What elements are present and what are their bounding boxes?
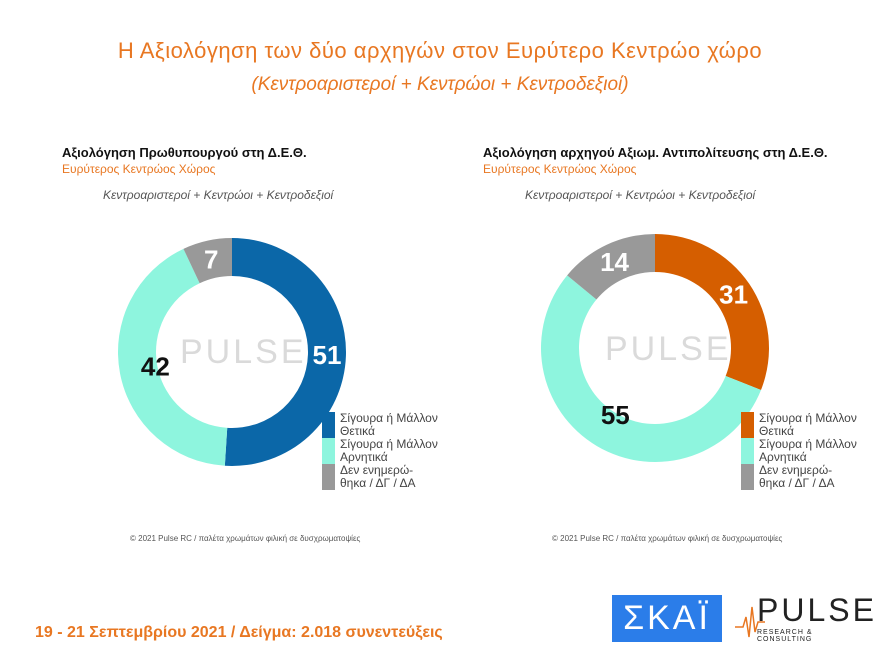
legend-item: Δεν ενημερώ-θηκα / ΔΓ / ΔΑ (741, 464, 857, 490)
chart-subtitle: Ευρύτερος Κεντρώος Χώρος (483, 162, 637, 176)
chart-note: Κεντροαριστεροί + Κεντρώοι + Κεντροδεξιο… (525, 188, 756, 202)
pulse-logo-subtext: RESEARCH & CONSULTING (757, 629, 813, 643)
data-label: 14 (600, 247, 629, 277)
legend-label: Σίγουρα ή Μάλλον (759, 411, 857, 425)
legend-label: θηκα / ΔΓ / ΔΑ (340, 476, 416, 490)
chart-legend: Σίγουρα ή Μάλλον Θετικά Σίγουρα ή Μάλλον Αρ… (741, 412, 857, 490)
legend-label: θηκα / ΔΓ / ΔΑ (759, 476, 835, 490)
legend-label: Θετικά (340, 424, 375, 438)
pulse-logo: PULSE RESEARCH & CONSULTING (735, 592, 874, 643)
data-label: 51 (312, 340, 341, 370)
data-label: 55 (601, 400, 630, 430)
data-label: 31 (719, 280, 748, 310)
footer-date-sample: 19 - 21 Σεπτεμβρίου 2021 / Δείγμα: 2.018… (35, 624, 443, 641)
data-label: 42 (141, 352, 170, 382)
legend-label: Δεν ενημερώ- (759, 463, 833, 477)
donut-slice (117, 248, 228, 466)
legend-swatch (741, 438, 754, 464)
donut-slice (567, 234, 655, 300)
legend-swatch (322, 464, 335, 490)
legend-item: Σίγουρα ή Μάλλον Αρνητικά (322, 438, 438, 464)
legend-swatch (741, 464, 754, 490)
watermark-left: PULSE (180, 333, 307, 371)
donut-slice (655, 234, 769, 390)
legend-item: Σίγουρα ή Μάλλον Θετικά (322, 412, 438, 438)
pulse-logo-text: PULSE (757, 592, 877, 628)
legend-item: Σίγουρα ή Μάλλον Θετικά (741, 412, 857, 438)
legend-swatch (322, 438, 335, 464)
legend-label: Σίγουρα ή Μάλλον (759, 437, 857, 451)
legend-item: Δεν ενημερώ-θηκα / ΔΓ / ΔΑ (322, 464, 438, 490)
data-label: 7 (204, 244, 218, 274)
legend-label: Δεν ενημερώ- (340, 463, 414, 477)
donut-slice (183, 238, 232, 284)
skai-logo: ΣΚΑΪ (612, 595, 722, 642)
copyright-note: © 2021 Pulse RC / παλέτα χρωμάτων φιλική… (130, 534, 361, 543)
donut-slice (540, 275, 761, 463)
pulse-wave-icon (735, 606, 765, 638)
watermark-right: PULSE (605, 330, 732, 368)
chart-legend: Σίγουρα ή Μάλλον Θετικά Σίγουρα ή Μάλλον Αρ… (322, 412, 438, 490)
copyright-note: © 2021 Pulse RC / παλέτα χρωμάτων φιλική… (552, 534, 783, 543)
slide-subtitle: (Κεντροαριστεροί + Κεντρώοι + Κεντροδεξι… (251, 74, 629, 95)
legend-label: Αρνητικά (759, 450, 807, 464)
legend-swatch (741, 412, 754, 438)
chart-subtitle: Ευρύτερος Κεντρώος Χώρος (62, 162, 216, 176)
legend-item: Σίγουρα ή Μάλλον Αρνητικά (741, 438, 857, 464)
chart-title: Αξιολόγηση αρχηγού Αξιωμ. Αντιπολίτευσης… (483, 145, 828, 160)
donut-slice (224, 238, 346, 466)
chart-note: Κεντροαριστεροί + Κεντρώοι + Κεντροδεξιο… (103, 188, 334, 202)
chart-title: Αξιολόγηση Πρωθυπουργού στη Δ.Ε.Θ. (62, 145, 307, 160)
legend-swatch (322, 412, 335, 438)
legend-label: Θετικά (759, 424, 794, 438)
legend-label: Σίγουρα ή Μάλλον (340, 411, 438, 425)
slide-title: Η Αξιολόγηση των δύο αρχηγών στον Ευρύτε… (117, 38, 763, 63)
legend-label: Σίγουρα ή Μάλλον (340, 437, 438, 451)
legend-label: Αρνητικά (340, 450, 388, 464)
